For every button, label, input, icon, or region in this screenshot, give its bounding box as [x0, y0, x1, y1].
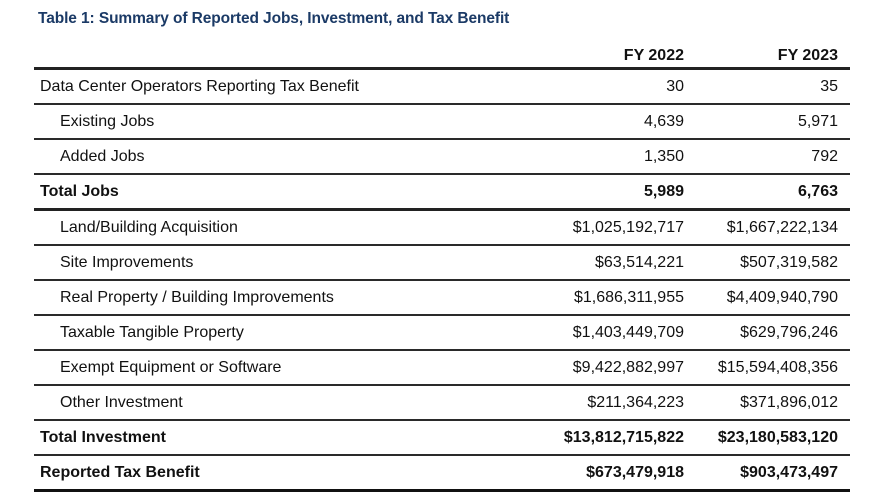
fy2023-value: $4,409,940,790: [696, 280, 850, 316]
row-label: Added Jobs: [34, 139, 512, 175]
fy2023-value: $1,667,222,134: [696, 209, 850, 246]
fy2022-value: $1,686,311,955: [512, 280, 696, 316]
fy2022-value: $211,364,223: [512, 385, 696, 421]
fy2022-value: 30: [512, 68, 696, 105]
row-label: Existing Jobs: [34, 104, 512, 140]
row-label: Other Investment: [34, 385, 512, 421]
table-row: Real Property / Building Improvements $1,…: [34, 280, 850, 316]
table-row: Land/Building Acquisition $1,025,192,717 $…: [34, 209, 850, 246]
row-label: Exempt Equipment or Software: [34, 350, 512, 386]
row-label: Total Jobs: [34, 174, 512, 211]
header-fy2023: FY 2023: [696, 40, 850, 70]
table-row: Data Center Operators Reporting Tax Bene…: [34, 68, 850, 105]
fy2022-value: $63,514,221: [512, 245, 696, 281]
fy2023-value: 5,971: [696, 104, 850, 140]
fy2022-value: $1,403,449,709: [512, 315, 696, 351]
fy2023-value: $15,594,408,356: [696, 350, 850, 386]
fy2023-value: $371,896,012: [696, 385, 850, 421]
header-label: [34, 40, 512, 70]
table-row: Added Jobs 1,350 792: [34, 139, 850, 175]
table-body: Data Center Operators Reporting Tax Bene…: [34, 68, 850, 492]
row-label: Data Center Operators Reporting Tax Bene…: [34, 68, 512, 105]
summary-table: FY 2022 FY 2023 Data Center Operators Re…: [34, 40, 850, 492]
fy2022-value: $673,479,918: [512, 455, 696, 492]
table-row: Reported Tax Benefit $673,479,918 $903,473…: [34, 455, 850, 492]
table-row: Other Investment $211,364,223 $371,896,012: [34, 385, 850, 421]
fy2023-value: 792: [696, 139, 850, 175]
fy2023-value: 35: [696, 68, 850, 105]
fy2022-value: $13,812,715,822: [512, 420, 696, 456]
fy2022-value: $9,422,882,997: [512, 350, 696, 386]
table-row: Total Investment $13,812,715,822 $23,180,5…: [34, 420, 850, 456]
table-row: Existing Jobs 4,639 5,971: [34, 104, 850, 140]
row-label: Taxable Tangible Property: [34, 315, 512, 351]
table-row: Site Improvements $63,514,221 $507,319,582: [34, 245, 850, 281]
fy2023-value: $507,319,582: [696, 245, 850, 281]
fy2023-value: $23,180,583,120: [696, 420, 850, 456]
fy2022-value: $1,025,192,717: [512, 209, 696, 246]
header-fy2022: FY 2022: [512, 40, 696, 70]
table-row: Taxable Tangible Property $1,403,449,709 $…: [34, 315, 850, 351]
fy2023-value: 6,763: [696, 174, 850, 211]
table-row: Total Jobs 5,989 6,763: [34, 174, 850, 211]
fy2022-value: 4,639: [512, 104, 696, 140]
row-label: Site Improvements: [34, 245, 512, 281]
table-title: Table 1: Summary of Reported Jobs, Inves…: [38, 10, 510, 27]
row-label: Real Property / Building Improvements: [34, 280, 512, 316]
fy2023-value: $903,473,497: [696, 455, 850, 492]
fy2022-value: 1,350: [512, 139, 696, 175]
header-row: FY 2022 FY 2023: [34, 40, 850, 70]
fy2022-value: 5,989: [512, 174, 696, 211]
fy2023-value: $629,796,246: [696, 315, 850, 351]
row-label: Total Investment: [34, 420, 512, 456]
row-label: Land/Building Acquisition: [34, 209, 512, 246]
row-label: Reported Tax Benefit: [34, 455, 512, 492]
table-row: Exempt Equipment or Software $9,422,882,9…: [34, 350, 850, 386]
